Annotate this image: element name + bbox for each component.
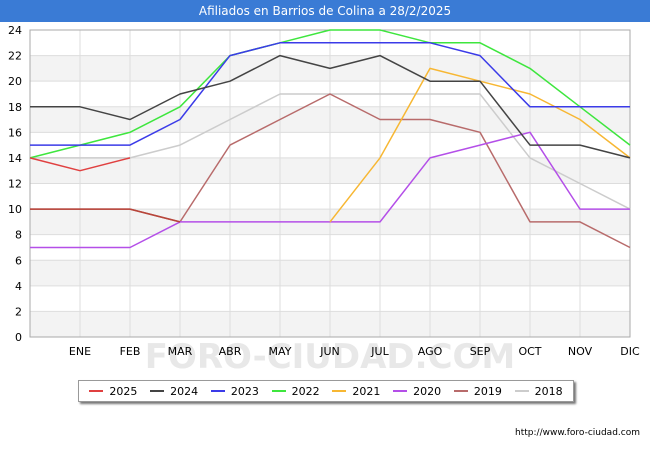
y-tick-label: 14 xyxy=(8,152,22,165)
legend-swatch xyxy=(332,390,347,392)
x-tick-label: OCT xyxy=(518,345,541,358)
x-tick-label: AGO xyxy=(418,345,443,358)
chart-title: Afiliados en Barrios de Colina a 28/2/20… xyxy=(0,0,650,22)
x-tick-label: SEP xyxy=(470,345,491,358)
legend-label: 2023 xyxy=(230,384,259,398)
legend-item-2024: 2024 xyxy=(150,385,198,398)
legend-item-2019: 2019 xyxy=(453,384,502,398)
x-tick-label: FEB xyxy=(120,345,141,358)
series-line-2024 xyxy=(30,54,631,159)
series-line-2023 xyxy=(30,42,630,146)
series-line-2022 xyxy=(29,29,631,159)
y-tick-label: 16 xyxy=(8,126,22,139)
legend-item-2025: 2025 xyxy=(89,385,137,398)
x-tick-label: NOV xyxy=(568,345,593,358)
y-tick-label: 6 xyxy=(15,254,22,267)
legend-swatch xyxy=(210,390,225,392)
legend-swatch xyxy=(89,390,104,392)
y-tick-label: 4 xyxy=(15,280,22,293)
x-tick-label: DIC xyxy=(620,345,640,358)
y-tick-label: 2 xyxy=(15,305,22,318)
legend-swatch xyxy=(393,390,408,392)
x-tick-label: ABR xyxy=(219,345,242,358)
y-tick-label: 12 xyxy=(8,178,22,191)
y-tick-label: 18 xyxy=(8,101,22,114)
x-tick-label: MAR xyxy=(168,345,193,358)
series-line-2025 xyxy=(29,157,131,172)
legend-item-2020: 2020 xyxy=(393,385,441,398)
y-tick-label: 20 xyxy=(8,75,22,88)
legend-item-2021: 2021 xyxy=(332,385,380,398)
y-tick-label: 24 xyxy=(8,24,22,37)
legend-swatch xyxy=(150,390,165,392)
series-line-2025-prev xyxy=(30,208,181,223)
legend-swatch xyxy=(453,390,468,392)
legend-label: 2022 xyxy=(291,384,320,398)
y-tick-label: 10 xyxy=(8,203,22,216)
y-tick-label: 22 xyxy=(8,50,22,63)
watermark-text: FORO-CIUDAD.COM xyxy=(145,337,516,377)
legend-item-2023: 2023 xyxy=(210,384,259,398)
legend-label: 2019 xyxy=(473,384,502,398)
legend-label: 2025 xyxy=(109,384,138,398)
legend-swatch xyxy=(514,390,529,392)
legend-label: 2024 xyxy=(170,384,199,398)
legend-swatch xyxy=(271,390,286,392)
x-tick-label: JUL xyxy=(370,345,389,358)
x-tick-label: ENE xyxy=(69,345,91,358)
x-tick-label: MAY xyxy=(269,345,292,358)
legend-label: 2020 xyxy=(413,384,442,398)
source-url[interactable]: http://www.foro-ciudad.com xyxy=(515,428,640,438)
legend-label: 2018 xyxy=(534,384,563,398)
x-tick-label: JUN xyxy=(319,345,340,358)
y-tick-label: 0 xyxy=(15,331,22,344)
legend-item-2018: 2018 xyxy=(514,384,563,398)
y-tick-label: 8 xyxy=(15,229,22,242)
legend-item-2022: 2022 xyxy=(271,384,320,398)
legend-label: 2021 xyxy=(352,384,381,398)
chart-legend: 2025 2024 2023 2022 2021 2020 2019 2018 xyxy=(78,380,574,402)
